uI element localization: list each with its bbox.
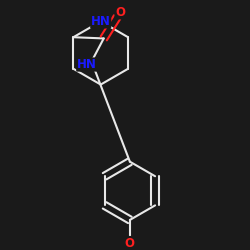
Text: O: O: [115, 6, 125, 19]
Text: HN: HN: [77, 58, 97, 71]
Text: HN: HN: [91, 15, 111, 28]
Text: O: O: [125, 236, 135, 250]
